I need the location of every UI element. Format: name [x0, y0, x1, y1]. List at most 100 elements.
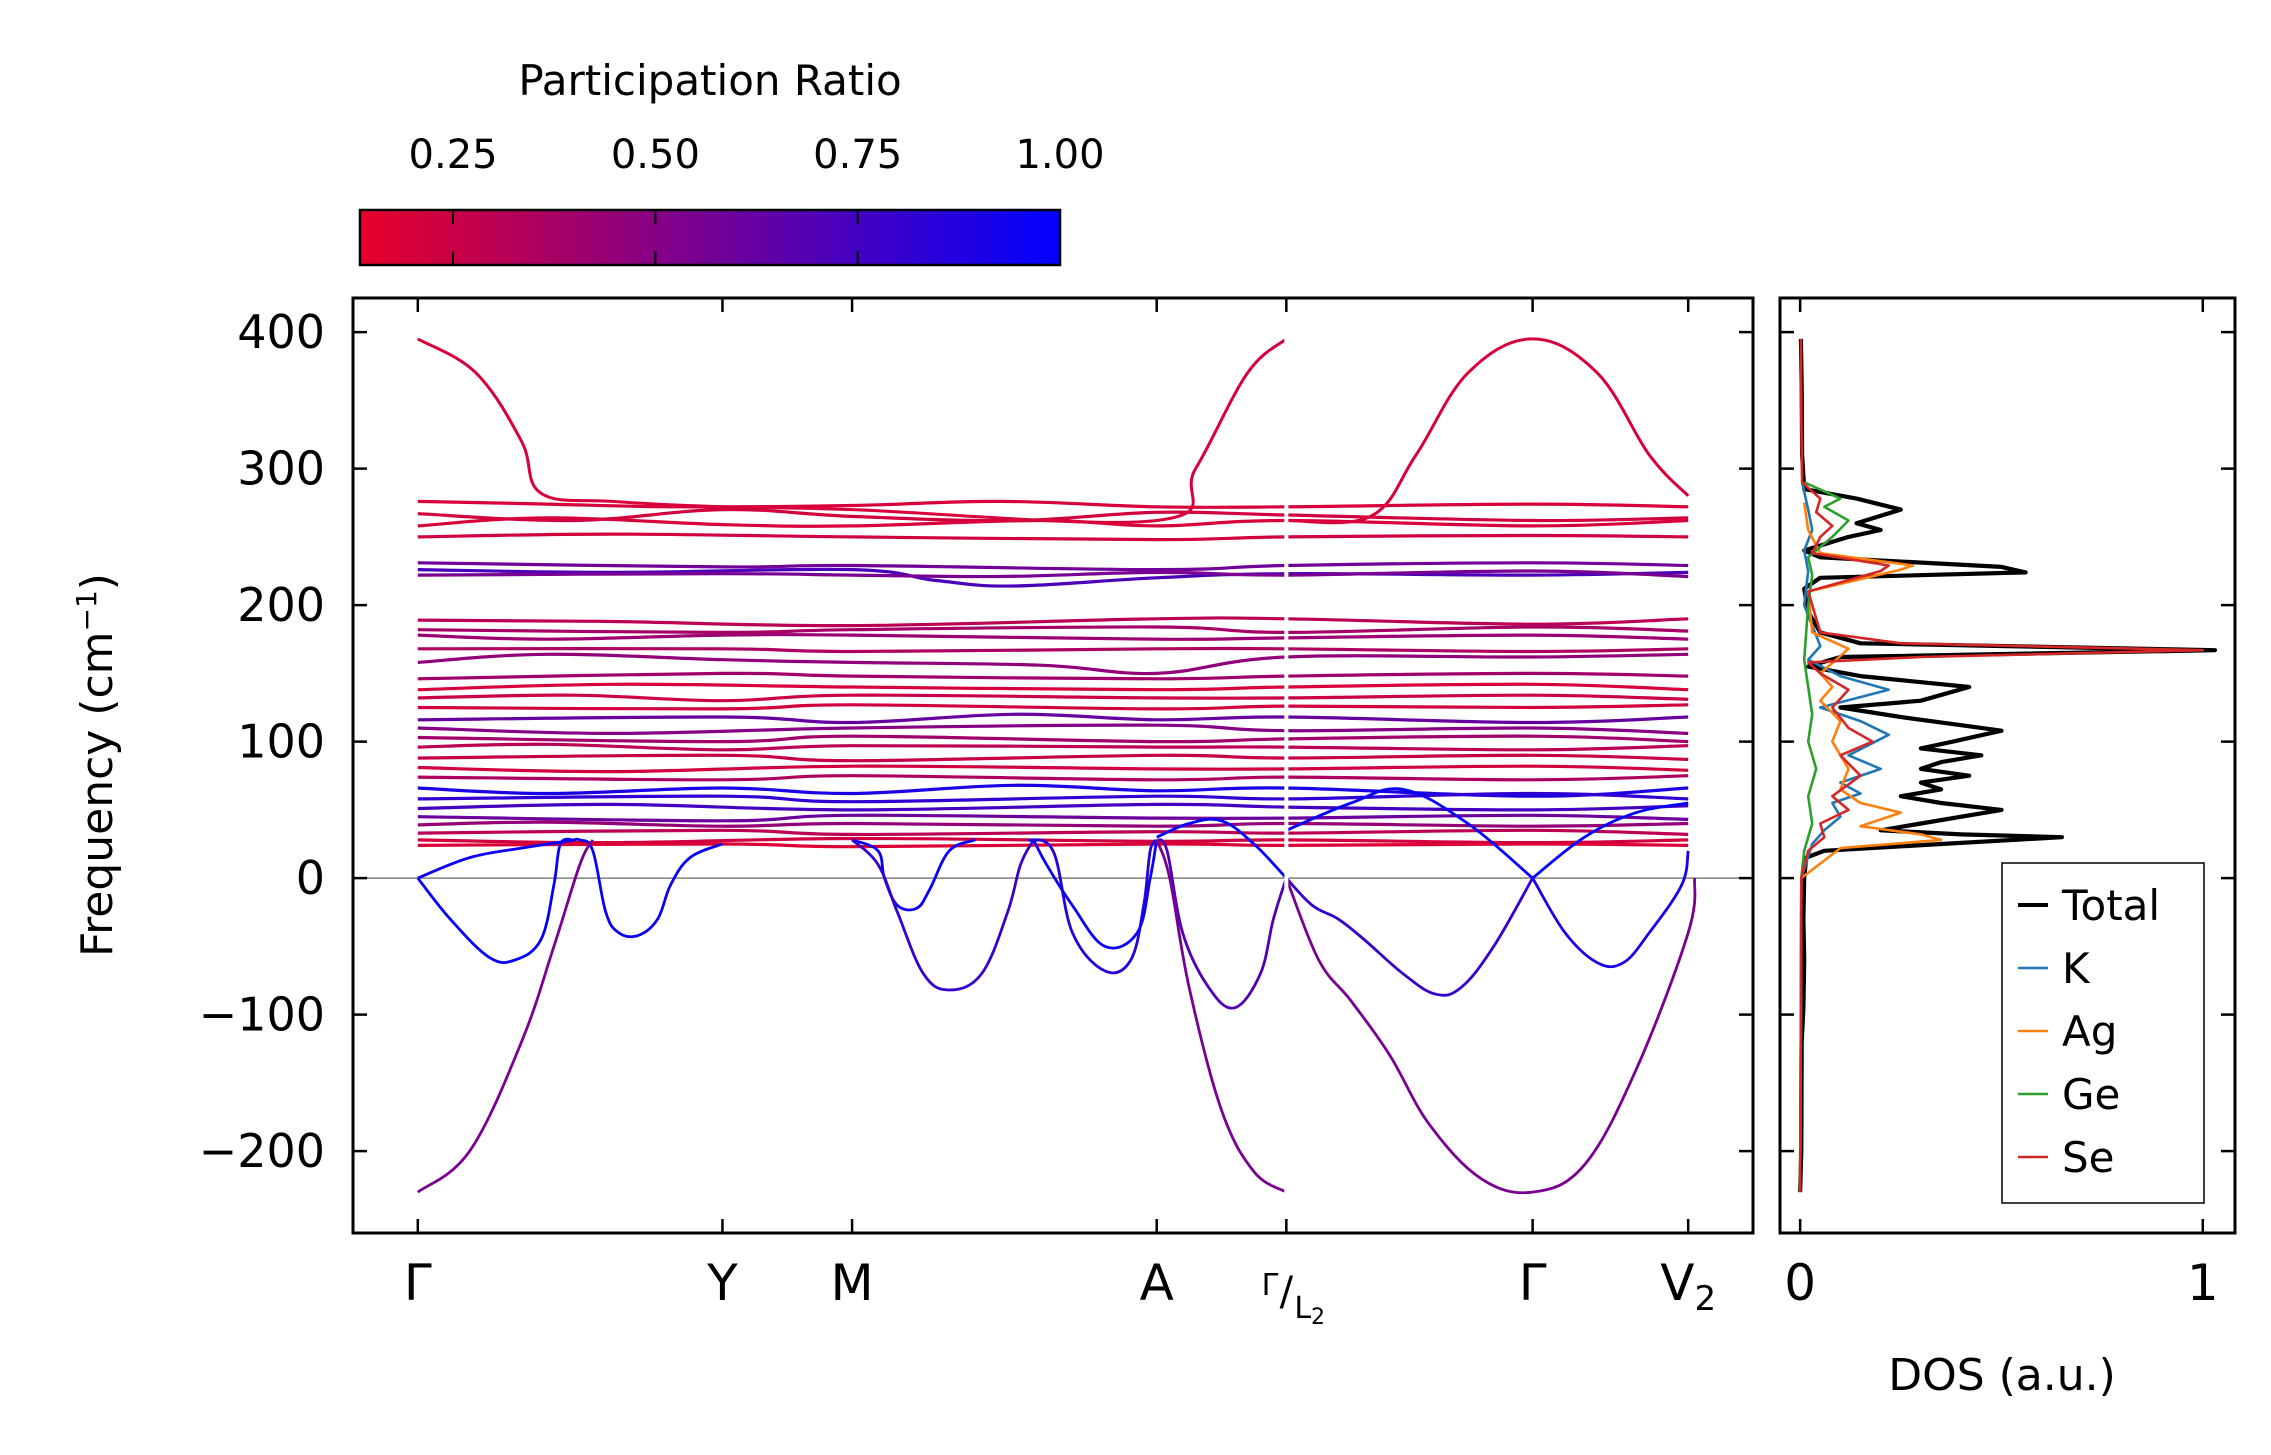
optical-band [417, 723, 1689, 735]
kpoint-label: Γ [1519, 1254, 1547, 1312]
y-tick-label: 100 [237, 715, 325, 769]
colorbar-tick-label: 0.50 [611, 132, 700, 178]
optical-band [417, 842, 1689, 849]
legend-label: K [2062, 944, 2091, 993]
optical-band [417, 652, 1689, 676]
acoustic-band [1285, 877, 1534, 997]
kpoint-label-main: Y [706, 1254, 738, 1312]
acoustic-band [1284, 877, 1697, 1195]
optical-band [417, 820, 1689, 828]
dos-x-axis-label: DOS (a.u.) [1888, 1350, 2116, 1401]
kpoint-label-main: M [831, 1254, 874, 1312]
optical-band [417, 532, 1689, 542]
high-frequency-band [1286, 337, 1690, 525]
colorbar-ticks: 0.25 0.50 0.75 1.00 [409, 132, 1105, 265]
acoustic-band [851, 838, 1035, 992]
optical-band [417, 734, 1689, 744]
y-tick-label: 0 [296, 851, 325, 905]
acoustic-band [1032, 839, 1159, 950]
optical-band [417, 791, 1689, 804]
y-tick-label: −200 [199, 1124, 325, 1178]
optical-band [417, 567, 1689, 588]
optical-band [417, 742, 1689, 752]
kpoint-labels: Γ Y M A Γ / L2Γ V2 [404, 1254, 1716, 1330]
dos-legend: Total K Ag Ge Se [2001, 862, 2205, 1204]
acoustic-band [1156, 817, 1288, 880]
acoustic-band [1155, 838, 1288, 1010]
kpoint-separator: / [1280, 1269, 1294, 1315]
band-lines [416, 337, 1697, 1195]
optical-band [417, 561, 1689, 572]
acoustic-band [1026, 838, 1158, 975]
colorbar-tick-label: 0.75 [813, 132, 902, 178]
optical-band [417, 753, 1689, 763]
legend-label: Total [2061, 881, 2160, 930]
kpoint-label: A [1140, 1254, 1174, 1312]
kpoint-label-sub: 2 [1694, 1279, 1716, 1319]
dos-series-ge [1798, 481, 1850, 1193]
acoustic-band [1155, 839, 1288, 1194]
dos-lines [1798, 338, 2217, 1193]
acoustic-band [1285, 787, 1534, 880]
dos-x-tick-label: 0 [1784, 1254, 1816, 1312]
optical-band [417, 646, 1689, 654]
optical-band [417, 693, 1689, 703]
kpoint-label: L2 [1294, 1291, 1325, 1330]
acoustic-band [416, 837, 574, 964]
optical-band [417, 671, 1689, 681]
band-panel-frame [351, 296, 1755, 1235]
optical-band [417, 712, 1689, 725]
legend-items: Total K Ag Ge Se [2018, 881, 2160, 1182]
y-tick-label: −100 [199, 988, 325, 1042]
optical-band [417, 764, 1689, 774]
kpoint-label: Γ [404, 1254, 432, 1312]
kpoint-label-main: L [1294, 1291, 1311, 1326]
optical-band [417, 828, 1689, 837]
kpoint-label-main: Γ [1519, 1254, 1547, 1312]
dos-series-ag [1798, 502, 1943, 1193]
legend-frame [2001, 862, 2205, 1204]
kpoint-label-main: V [1660, 1254, 1694, 1312]
acoustic-band [1531, 850, 1690, 969]
y-tick-label: 300 [237, 442, 325, 496]
legend-label: Ag [2062, 1007, 2117, 1056]
kpoint-label-main: Γ [404, 1254, 432, 1312]
colorbar-title: Participation Ratio [518, 56, 901, 105]
optical-band [417, 625, 1689, 634]
kpoint-label: Γ [1262, 1268, 1279, 1303]
acoustic-band [851, 838, 976, 912]
colorbar: Participation Ratio 0.25 0.50 0.75 1.00 [358, 56, 1105, 267]
legend-label: Ge [2062, 1070, 2120, 1119]
kpoint-label-sub: 2 [1311, 1305, 1325, 1330]
colorbar-tick-label: 1.00 [1015, 132, 1104, 178]
colorbar-tick-label: 0.25 [409, 132, 498, 178]
acoustic-band [417, 837, 723, 939]
optical-band [417, 616, 1689, 628]
kpoint-label: V2 [1660, 1254, 1716, 1319]
acoustic-band [416, 839, 595, 1194]
y-axis-label: Frequency (cm−1) [70, 573, 123, 957]
optical-band [417, 682, 1689, 692]
optical-band [417, 774, 1689, 782]
dos-panel-frame [1778, 296, 2237, 1235]
optical-band [417, 836, 1689, 845]
kpoint-label: Y [706, 1254, 738, 1312]
high-frequency-band [417, 337, 1288, 524]
y-tick-label: 400 [237, 305, 325, 359]
dos-series-total [1798, 338, 2217, 1193]
optical-band [417, 813, 1689, 823]
legend-label: Se [2062, 1133, 2115, 1182]
y-axis-label-unit-exponent: −1 [70, 590, 103, 631]
optical-band [417, 632, 1689, 641]
optical-band [417, 703, 1689, 711]
acoustic-band [1531, 801, 1689, 880]
colorbar-gradient [358, 208, 1062, 267]
y-tick-label: 200 [237, 578, 325, 632]
optical-band [417, 802, 1689, 812]
dos-series-se [1798, 338, 2205, 1193]
kpoint-label: M [831, 1254, 874, 1312]
